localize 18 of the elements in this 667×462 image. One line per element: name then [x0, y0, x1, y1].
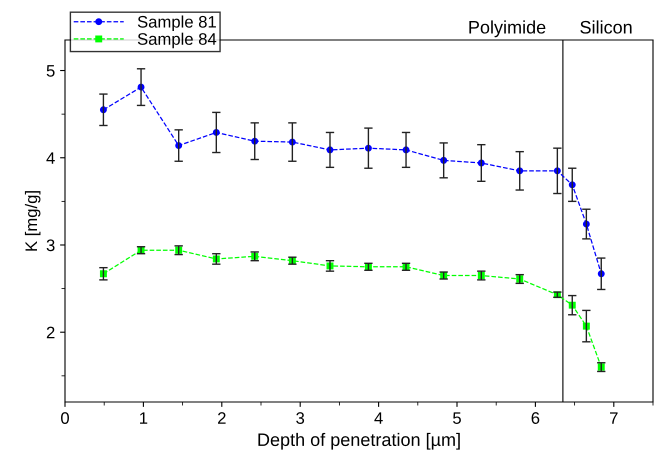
x-axis-title: Depth of penetration [µm] — [258, 432, 460, 450]
y-tick-label: 4 — [46, 152, 55, 164]
y-axis-title: K [mg/g] — [24, 191, 40, 251]
legend-label: Sample 84 — [138, 32, 216, 48]
x-tick-label: 3 — [296, 412, 304, 424]
x-tick-label: 2 — [218, 412, 226, 424]
legend-label: Sample 81 — [138, 15, 216, 32]
x-tick-label: 4 — [374, 412, 383, 424]
text: Silicon — [580, 20, 632, 34]
y-tick-label: 5 — [46, 65, 55, 77]
text: Polyimide — [469, 20, 546, 38]
x-tick-label: 6 — [532, 412, 540, 424]
x-tick-label: 0 — [61, 412, 69, 424]
x-tick-label: 1 — [140, 412, 148, 424]
x-tick-label: 7 — [610, 412, 618, 424]
y-tick-label: 2 — [46, 326, 54, 338]
x-tick-label: 5 — [453, 412, 461, 424]
y-tick-label: 3 — [46, 239, 55, 252]
